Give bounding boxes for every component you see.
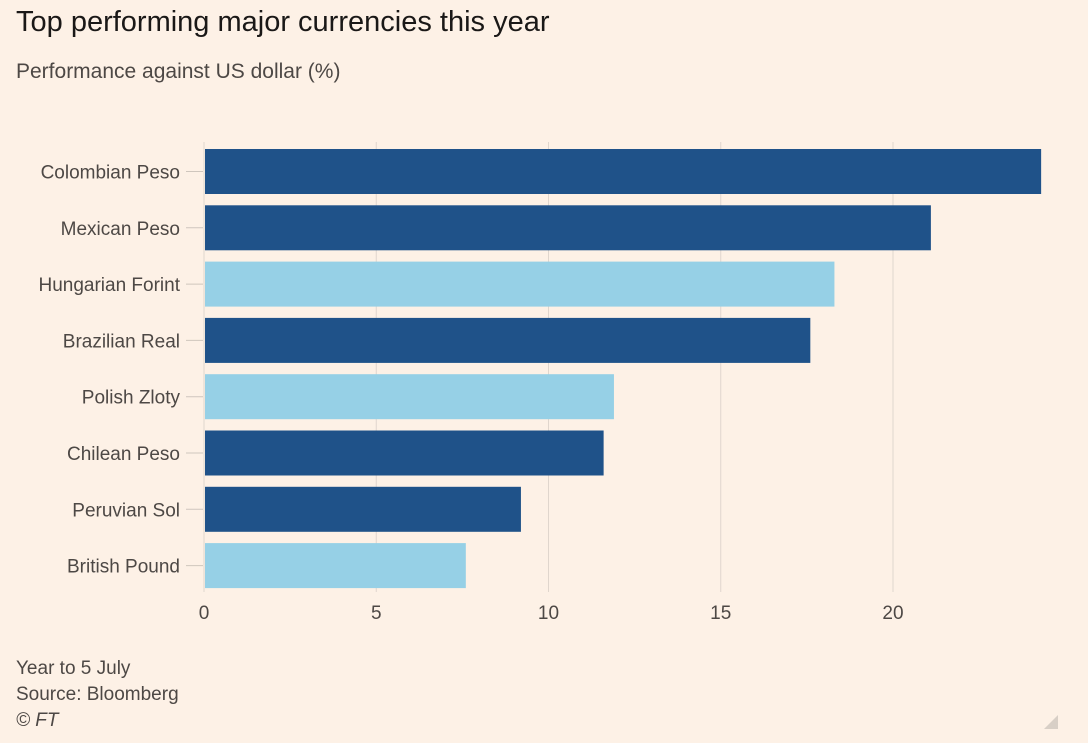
footer-source: Source: Bloomberg bbox=[16, 684, 179, 705]
bar bbox=[205, 261, 835, 307]
footer-copyright: © FT bbox=[16, 710, 59, 731]
x-tick-label: 20 bbox=[882, 603, 903, 624]
x-tick-label: 10 bbox=[538, 603, 559, 624]
bar bbox=[205, 205, 931, 251]
bar bbox=[205, 543, 466, 589]
x-tick-label: 5 bbox=[371, 603, 382, 624]
category-label: Chilean Peso bbox=[67, 444, 180, 465]
bar bbox=[205, 374, 614, 420]
category-label: Hungarian Forint bbox=[38, 275, 180, 296]
category-label: Polish Zloty bbox=[82, 388, 181, 409]
bar bbox=[205, 486, 521, 532]
bar bbox=[205, 317, 811, 363]
category-label: Brazilian Real bbox=[63, 331, 180, 352]
category-label: Mexican Peso bbox=[61, 219, 180, 240]
bar bbox=[205, 430, 604, 476]
category-label: Colombian Peso bbox=[41, 163, 180, 184]
x-tick-label: 15 bbox=[710, 603, 731, 624]
chart-title: Top performing major currencies this yea… bbox=[16, 6, 550, 38]
category-label: British Pound bbox=[67, 557, 180, 578]
x-tick-label: 0 bbox=[199, 603, 210, 624]
chart-subtitle: Performance against US dollar (%) bbox=[16, 60, 341, 83]
bar bbox=[205, 149, 1042, 194]
resize-handle-icon bbox=[1044, 715, 1058, 729]
category-label: Peruvian Sol bbox=[72, 500, 180, 521]
footer-note: Year to 5 July bbox=[16, 658, 131, 679]
